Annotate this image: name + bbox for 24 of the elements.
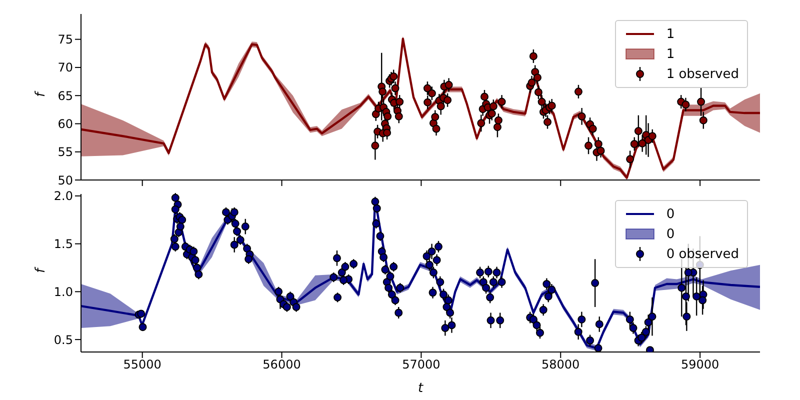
legend-label: 1 observed <box>666 66 739 82</box>
text: 1 <box>666 46 675 62</box>
y-axis-title: f <box>34 90 49 97</box>
y-tick-label: 65 <box>58 88 73 103</box>
y-tick-label: 55 <box>58 145 73 160</box>
x-tick-label: 58000 <box>542 358 580 372</box>
y-tick-label: 1.0 <box>54 284 73 299</box>
x-tick-label: 56000 <box>262 358 301 372</box>
y-tick-label: 70 <box>58 60 73 75</box>
y-tick-label: 2.0 <box>54 189 73 204</box>
y-tick-label: 1.5 <box>54 237 73 252</box>
y-tick-label: 0.5 <box>54 332 73 347</box>
y-tick-label: 50 <box>58 173 73 188</box>
legend-label: 0 observed <box>666 246 739 262</box>
legend-label: 0 <box>666 206 675 222</box>
y-axis-title: f <box>34 266 49 273</box>
x-tick-label: 55000 <box>123 358 162 372</box>
x-axis-title: t <box>418 381 424 396</box>
x-tick-label: 57000 <box>402 358 440 372</box>
text: 0 <box>666 226 675 242</box>
y-tick-label: 60 <box>58 116 73 131</box>
x-tick-label: 59000 <box>680 358 720 372</box>
y-tick-label: 75 <box>58 32 73 47</box>
legend-label: 1 <box>666 26 675 42</box>
